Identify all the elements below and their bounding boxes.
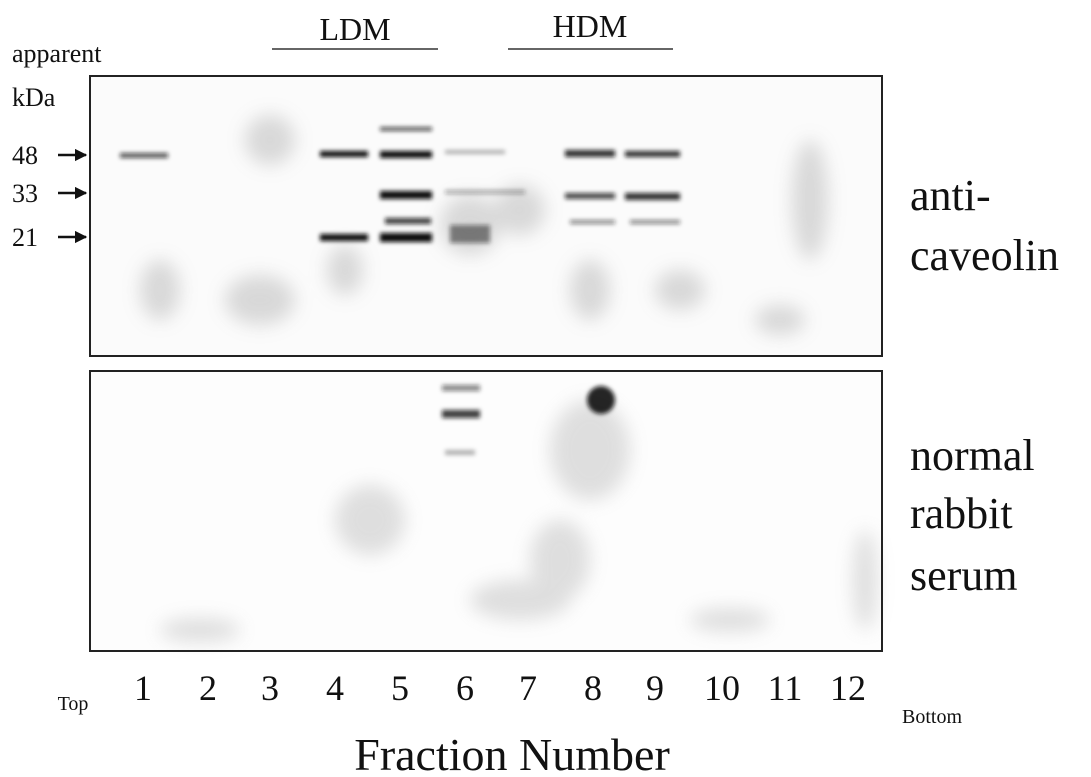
marker-unit: kDa (12, 83, 56, 112)
fraction-label: 8 (584, 668, 602, 708)
panel-label: normal (910, 431, 1035, 480)
panel-label: caveolin (910, 231, 1059, 280)
panel-label: rabbit (910, 489, 1013, 538)
fraction-label: 7 (519, 668, 537, 708)
panel-label: serum (910, 551, 1018, 600)
fraction-label: 1 (134, 668, 152, 708)
fraction-label: 4 (326, 668, 344, 708)
fraction-label: 12 (830, 668, 866, 708)
marker-label: 48 (12, 141, 38, 170)
fraction-label: 2 (199, 668, 217, 708)
fraction-label: 5 (391, 668, 409, 708)
fraction-label: 10 (704, 668, 740, 708)
marker-title: apparent (12, 39, 102, 68)
marker-label: 33 (12, 179, 38, 208)
ldm-label: LDM (319, 11, 390, 47)
top-label: Top (58, 693, 89, 715)
marker-label: 21 (12, 223, 38, 252)
blot-top (90, 76, 882, 356)
fraction-label: 9 (646, 668, 664, 708)
figure: LDM HDM apparent kDa (0, 0, 1091, 777)
panel-label: anti- (910, 171, 991, 220)
x-axis-title: Fraction Number (354, 729, 670, 777)
bottom-label: Bottom (902, 706, 962, 728)
blot-bottom (90, 371, 882, 651)
fraction-label: 11 (768, 668, 803, 708)
fraction-label: 3 (261, 668, 279, 708)
hdm-label: HDM (553, 8, 628, 44)
fraction-label: 6 (456, 668, 474, 708)
